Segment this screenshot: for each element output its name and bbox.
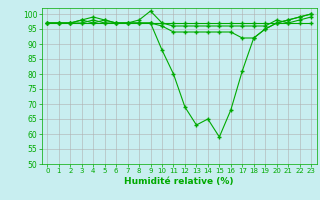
- X-axis label: Humidité relative (%): Humidité relative (%): [124, 177, 234, 186]
